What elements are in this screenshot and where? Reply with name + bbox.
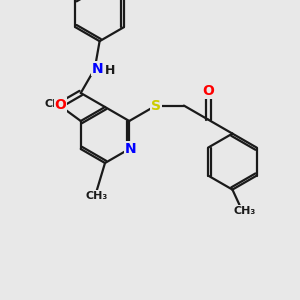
Text: N: N (124, 142, 136, 156)
Text: S: S (151, 99, 161, 112)
Text: CH₃: CH₃ (45, 99, 67, 109)
Text: CH₃: CH₃ (234, 206, 256, 216)
Text: O: O (54, 98, 66, 112)
Text: N: N (92, 62, 103, 76)
Text: CH₃: CH₃ (85, 191, 108, 201)
Text: H: H (105, 64, 115, 77)
Text: O: O (202, 84, 214, 98)
